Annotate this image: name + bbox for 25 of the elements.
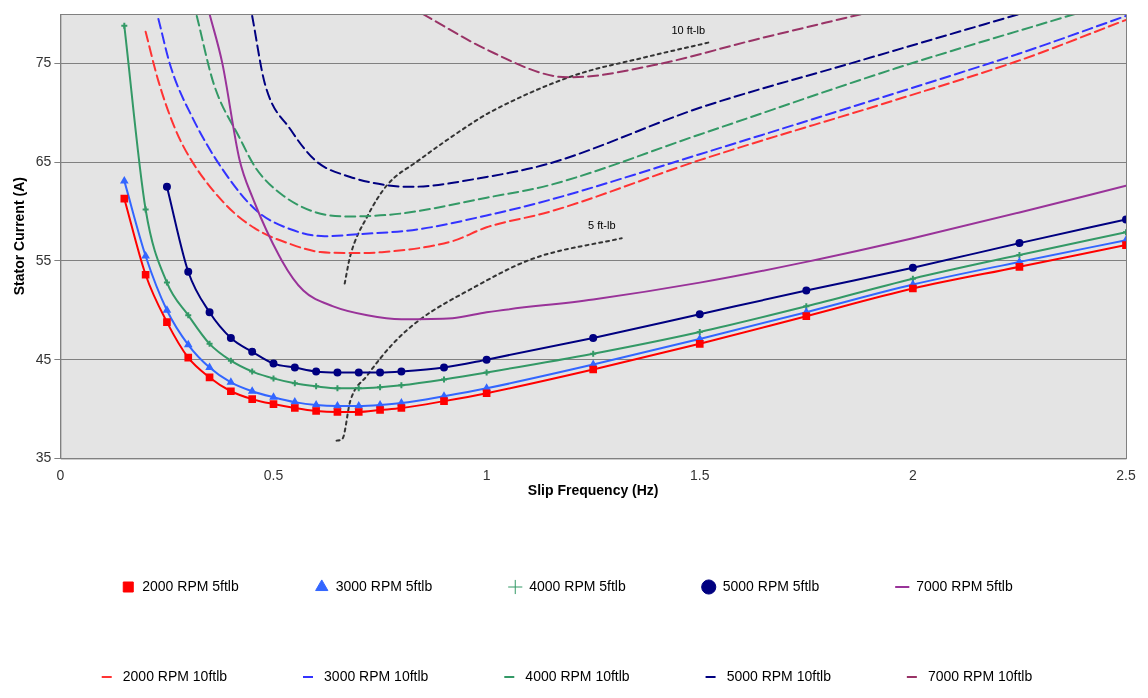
legend-label: 7000 RPM 5ftlb — [916, 577, 1013, 594]
legend-label: 5000 RPM 5ftlb — [722, 577, 820, 594]
y-tick-label: 75 — [35, 54, 52, 71]
x-tick-label: 2 — [908, 466, 917, 483]
legend-label: 7000 RPM 10ftlb — [927, 667, 1033, 684]
legend-label: 5000 RPM 10ftlb — [726, 667, 832, 684]
x-tick-label: 1 — [482, 466, 491, 483]
y-tick-label: 45 — [35, 350, 52, 367]
legend-label: 2000 RPM 10ftlb — [122, 667, 228, 684]
legend-label: 2000 RPM 5ftlb — [142, 577, 239, 594]
annotation: 10 ft-lb — [671, 23, 706, 36]
x-tick-label: 2.5 — [1116, 466, 1136, 483]
y-tick-label: 35 — [35, 449, 52, 466]
y-axis-title: Stator Current (A) — [11, 177, 28, 296]
x-tick-label: 0 — [56, 466, 65, 483]
legend-label: 4000 RPM 5ftlb — [529, 577, 626, 594]
legend-label: 3000 RPM 10ftlb — [324, 667, 429, 684]
y-tick-label: 65 — [35, 152, 52, 169]
legend-label: 3000 RPM 5ftlb — [335, 577, 433, 594]
y-tick-label: 55 — [35, 251, 52, 268]
x-tick-label: 1.5 — [690, 466, 710, 483]
x-axis-title: Slip Frequency (Hz) — [527, 482, 659, 499]
x-tick-label: 0.5 — [263, 466, 284, 483]
annotation: 5 ft-lb — [587, 219, 616, 232]
legend-label: 4000 RPM 10ftlb — [525, 667, 630, 684]
